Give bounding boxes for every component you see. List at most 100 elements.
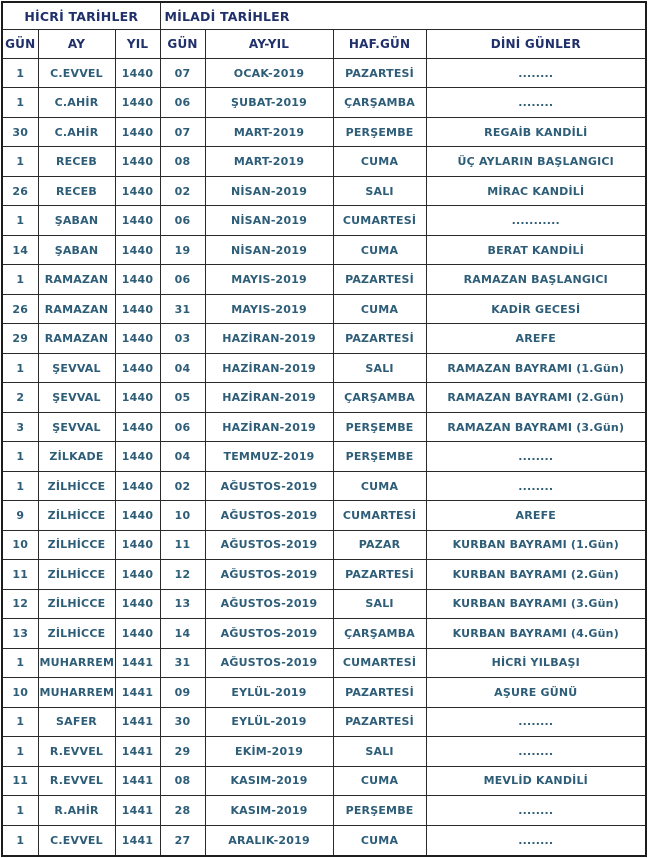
- table-cell: 1: [1, 441, 39, 472]
- table-cell: 1441: [114, 647, 161, 679]
- table-cell: AĞUSTOS-2019: [204, 470, 334, 502]
- table-cell: PERŞEMBE: [332, 411, 427, 443]
- table-cell: 13: [1, 618, 39, 649]
- col-header-dini-gunler: DİNİ GÜNLER: [425, 29, 647, 59]
- table-cell: AREFE: [425, 323, 647, 354]
- column-header-row: GÜN AY YIL GÜN AY-YIL HAF.GÜN DİNİ GÜNLE…: [1, 29, 647, 59]
- table-cell: BERAT KANDİLİ: [425, 234, 647, 266]
- table-cell: 1: [1, 205, 39, 236]
- table-cell: C.AHİR: [37, 116, 116, 148]
- table-cell: 12: [159, 559, 206, 590]
- table-cell: ........: [425, 824, 647, 857]
- col-header-hicri-yil: YIL: [114, 29, 161, 59]
- table-cell: AĞUSTOS-2019: [204, 559, 334, 590]
- table-cell: C.EVVEL: [37, 824, 116, 857]
- table-cell: ŞEVVAL: [37, 382, 116, 413]
- table-cell: AREFE: [425, 500, 647, 531]
- table-cell: MART-2019: [204, 116, 334, 148]
- table-cell: 31: [159, 647, 206, 679]
- table-row: 1 SAFER 1441 30 EYLÜL-2019 PAZARTESİ........: [1, 706, 647, 738]
- table-cell: 1440: [114, 57, 161, 89]
- table-cell: KURBAN BAYRAMI (4.Gün): [425, 618, 647, 649]
- table-cell: RECEB: [37, 175, 116, 207]
- table-row: 3 ŞEVVAL 1440 06 HAZİRAN-2019 PERŞEMBE RAMAZAN…: [1, 411, 647, 443]
- table-cell: CUMA: [332, 765, 427, 797]
- table-cell: RAMAZAN: [37, 293, 116, 325]
- table-cell: AĞUSTOS-2019: [204, 647, 334, 679]
- table-cell: MEVLİD KANDİLİ: [425, 765, 647, 797]
- table-cell: 06: [159, 205, 206, 236]
- table-cell: 1441: [114, 795, 161, 826]
- table-cell: KASIM-2019: [204, 765, 334, 797]
- table-cell: NİSAN-2019: [204, 234, 334, 266]
- table-cell: PAZARTESİ: [332, 57, 427, 89]
- table-cell: EYLÜL-2019: [204, 706, 334, 738]
- table-row: 13 ZİLHİCCE 1440 14 AĞUSTOS-2019 ÇARŞAMBA KURB…: [1, 618, 647, 649]
- table-cell: ÜÇ AYLARIN BAŞLANGICI: [425, 146, 647, 177]
- table-row: 10 MUHARREM 1441 09 EYLÜL-2019 PAZARTESİ AŞURE…: [1, 677, 647, 708]
- table-cell: 1440: [114, 382, 161, 413]
- table-cell: 06: [159, 87, 206, 118]
- col-header-miladi-gun: GÜN: [159, 29, 206, 59]
- table-cell: AĞUSTOS-2019: [204, 500, 334, 531]
- table-row: 14 ŞABAN 1440 19 NİSAN-2019 CUMA BERAT KANDİLİ: [1, 234, 647, 266]
- table-cell: 03: [159, 323, 206, 354]
- table-cell: ........: [425, 57, 647, 89]
- table-cell: PAZARTESİ: [332, 323, 427, 354]
- table-cell: 9: [1, 500, 39, 531]
- table-cell: PERŞEMBE: [332, 116, 427, 148]
- table-cell: 1440: [114, 234, 161, 266]
- table-row: 1 C.AHİR 1440 06 ŞUBAT-2019 ÇARŞAMBA........: [1, 87, 647, 118]
- table-cell: 1: [1, 264, 39, 295]
- table-cell: RAMAZAN BAYRAMI (1.Gün): [425, 352, 647, 384]
- table-cell: 29: [1, 323, 39, 354]
- table-cell: REGAİB KANDİLİ: [425, 116, 647, 148]
- table-cell: 1: [1, 470, 39, 502]
- table-cell: C.AHİR: [37, 87, 116, 118]
- table-cell: NİSAN-2019: [204, 175, 334, 207]
- table-cell: ŞEVVAL: [37, 411, 116, 443]
- table-row: 11 R.EVVEL 1441 08 KASIM-2019 CUMA MEVLİD KAND…: [1, 765, 647, 797]
- table-cell: ZİLHİCCE: [37, 588, 116, 620]
- table-cell: ÇARŞAMBA: [332, 618, 427, 649]
- table-cell: NİSAN-2019: [204, 205, 334, 236]
- table-cell: 29: [159, 736, 206, 767]
- table-cell: ÇARŞAMBA: [332, 382, 427, 413]
- table-cell: RECEB: [37, 146, 116, 177]
- table-cell: 09: [159, 677, 206, 708]
- table-cell: 30: [159, 706, 206, 738]
- table-cell: 14: [159, 618, 206, 649]
- table-cell: ........: [425, 470, 647, 502]
- table-cell: 11: [1, 765, 39, 797]
- table-cell: ........: [425, 795, 647, 826]
- table-cell: 08: [159, 146, 206, 177]
- table-row: 1 C.EVVEL 1441 27 ARALIK-2019 CUMA........: [1, 824, 647, 857]
- table-row: 10 ZİLHİCCE 1440 11 AĞUSTOS-2019 PAZAR KURBAN …: [1, 529, 647, 561]
- table-cell: ŞABAN: [37, 234, 116, 266]
- table-cell: 1441: [114, 706, 161, 738]
- table-cell: 08: [159, 765, 206, 797]
- table-cell: 05: [159, 382, 206, 413]
- table-cell: 19: [159, 234, 206, 266]
- table-cell: 1440: [114, 87, 161, 118]
- table-cell: 10: [159, 500, 206, 531]
- table-cell: 1: [1, 824, 39, 857]
- table-cell: 06: [159, 411, 206, 443]
- table-cell: HAZİRAN-2019: [204, 352, 334, 384]
- table-cell: 10: [1, 529, 39, 561]
- table-cell: ZİLHİCCE: [37, 559, 116, 590]
- table-cell: EKİM-2019: [204, 736, 334, 767]
- table-cell: 10: [1, 677, 39, 708]
- table-cell: 11: [159, 529, 206, 561]
- table-cell: PERŞEMBE: [332, 441, 427, 472]
- table-cell: MİRAC KANDİLİ: [425, 175, 647, 207]
- table-cell: AĞUSTOS-2019: [204, 618, 334, 649]
- table-cell: MUHARREM: [37, 647, 116, 679]
- table-cell: 1440: [114, 205, 161, 236]
- table-cell: 26: [1, 293, 39, 325]
- table-cell: KADİR GECESİ: [425, 293, 647, 325]
- table-cell: ŞABAN: [37, 205, 116, 236]
- table-cell: CUMA: [332, 293, 427, 325]
